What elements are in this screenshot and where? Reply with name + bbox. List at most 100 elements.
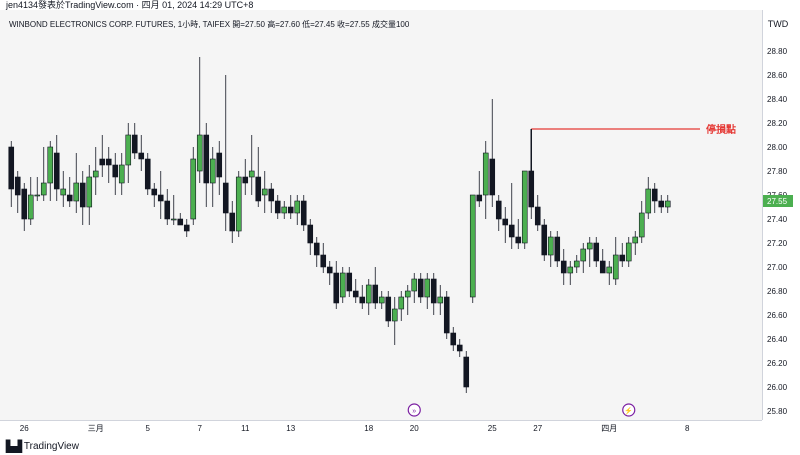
candle[interactable] (476, 171, 483, 207)
candle[interactable] (612, 237, 619, 285)
candle[interactable] (417, 273, 424, 303)
candle[interactable] (164, 189, 171, 225)
candle[interactable] (229, 201, 236, 243)
candle[interactable] (352, 279, 359, 303)
candle[interactable] (469, 194, 476, 303)
candle[interactable] (248, 135, 255, 195)
candle[interactable] (541, 219, 548, 261)
candle[interactable] (365, 279, 372, 315)
candle[interactable] (40, 147, 47, 201)
candle[interactable] (112, 153, 119, 195)
candle[interactable] (66, 177, 73, 207)
candle[interactable] (105, 147, 112, 183)
candle[interactable] (339, 267, 346, 303)
candle[interactable] (463, 351, 470, 393)
candle[interactable] (333, 261, 340, 309)
candle[interactable] (619, 243, 626, 267)
candle[interactable] (53, 135, 60, 201)
candle[interactable] (27, 177, 34, 225)
candle[interactable] (456, 339, 463, 357)
candle[interactable] (378, 291, 385, 309)
candle[interactable] (372, 267, 379, 309)
candle[interactable] (534, 195, 541, 231)
candle[interactable] (593, 237, 600, 267)
candle[interactable] (437, 285, 444, 315)
candle[interactable] (554, 231, 561, 267)
candle[interactable] (632, 231, 639, 255)
candle[interactable] (216, 141, 223, 195)
candle[interactable] (144, 153, 151, 195)
candle[interactable] (495, 195, 502, 231)
candle[interactable] (515, 219, 522, 249)
candle[interactable] (14, 171, 21, 213)
candle[interactable] (326, 261, 333, 285)
candle[interactable] (521, 170, 528, 249)
candle[interactable] (86, 165, 93, 225)
candle[interactable] (580, 243, 587, 273)
candle[interactable] (638, 201, 645, 243)
price-axis[interactable] (762, 10, 800, 420)
brand[interactable]: ▙▟ TradingView (6, 440, 79, 453)
candle[interactable] (99, 135, 106, 177)
candle[interactable] (313, 237, 320, 267)
candle[interactable] (177, 213, 184, 226)
candle[interactable] (411, 273, 418, 303)
candle[interactable] (586, 237, 593, 267)
candle[interactable] (196, 57, 203, 183)
candle[interactable] (398, 291, 405, 321)
candle[interactable] (560, 249, 567, 285)
candle[interactable] (307, 219, 314, 255)
candle[interactable] (443, 291, 450, 339)
candle[interactable] (287, 195, 294, 219)
candle[interactable] (255, 147, 262, 207)
candle[interactable] (320, 243, 327, 273)
candle[interactable] (125, 123, 132, 183)
candle[interactable] (242, 159, 249, 195)
split-event-icon[interactable]: » (407, 403, 421, 417)
candle[interactable] (567, 261, 574, 285)
candle[interactable] (645, 177, 652, 219)
candle[interactable] (170, 195, 177, 225)
candle[interactable] (489, 99, 496, 207)
candle[interactable] (294, 195, 301, 225)
candle[interactable] (131, 123, 138, 159)
candle[interactable] (599, 249, 606, 274)
candle[interactable] (92, 147, 99, 195)
candle[interactable] (346, 267, 353, 297)
candle[interactable] (8, 141, 15, 207)
candle[interactable] (203, 123, 210, 207)
candle[interactable] (34, 177, 41, 201)
candle[interactable] (47, 141, 54, 201)
time-axis[interactable] (0, 420, 762, 437)
candle[interactable] (21, 183, 28, 231)
dividend-event-icon[interactable]: ⚡ (622, 403, 636, 417)
candle[interactable] (281, 201, 288, 219)
candle[interactable] (359, 285, 366, 309)
candle[interactable] (73, 153, 80, 213)
candle[interactable] (300, 195, 307, 231)
candle[interactable] (391, 297, 398, 345)
candle[interactable] (183, 219, 190, 237)
candle[interactable] (658, 195, 665, 213)
candle[interactable] (209, 147, 216, 207)
candle[interactable] (151, 183, 158, 207)
candle[interactable] (430, 273, 437, 315)
chart-pane[interactable] (0, 10, 762, 420)
candle[interactable] (424, 273, 431, 309)
candle[interactable] (482, 141, 489, 219)
candle[interactable] (450, 327, 457, 351)
candle[interactable] (547, 231, 554, 267)
candle[interactable] (651, 183, 658, 213)
candle[interactable] (261, 171, 268, 213)
candle[interactable] (404, 285, 411, 315)
candle[interactable] (573, 255, 580, 273)
candle[interactable] (268, 183, 275, 213)
candle[interactable] (235, 171, 242, 237)
candle[interactable] (157, 171, 164, 219)
candle[interactable] (385, 291, 392, 327)
candle[interactable] (508, 183, 515, 249)
candle[interactable] (606, 261, 613, 285)
candle[interactable] (60, 171, 67, 207)
candle[interactable] (502, 207, 509, 243)
